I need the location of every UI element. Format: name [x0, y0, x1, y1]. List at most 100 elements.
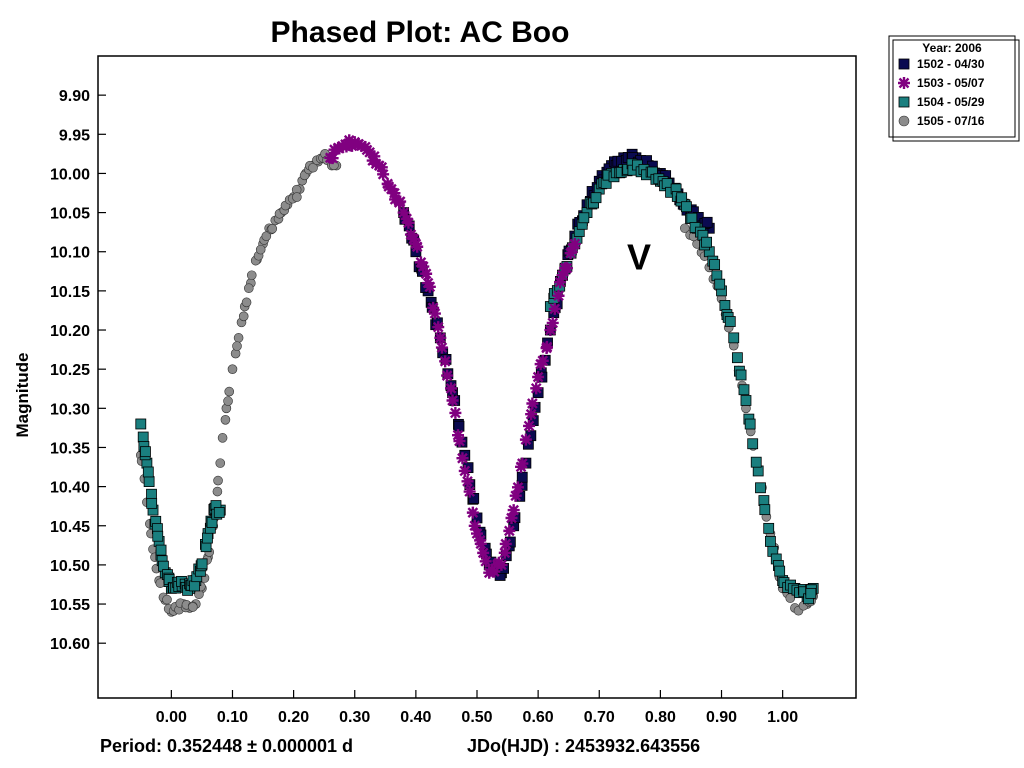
data-point: [359, 140, 372, 153]
data-point: [244, 283, 254, 294]
data-point: [368, 150, 381, 163]
legend-marker: [898, 58, 910, 70]
y-tick-label: 10.15: [50, 284, 90, 301]
data-point: [224, 386, 235, 397]
legend-box: [888, 35, 1016, 138]
data-point: [400, 212, 413, 225]
data-point: [458, 464, 471, 477]
data-point: [709, 259, 721, 270]
data-point: [744, 418, 756, 430]
data-point: [137, 431, 149, 443]
data-point: [681, 201, 692, 213]
band-annotation: V: [627, 237, 651, 278]
data-point: [423, 280, 436, 293]
y-tick-label: 9.90: [59, 88, 90, 105]
series-3: [135, 158, 819, 605]
chart-title: Phased Plot: AC Boo: [271, 16, 570, 49]
legend-shadow: [892, 39, 1020, 142]
data-point: [536, 354, 549, 367]
data-point: [402, 216, 415, 229]
y-tick-label: 10.60: [50, 636, 90, 653]
data-point: [540, 340, 553, 353]
data-point: [246, 270, 257, 281]
data-point: [568, 237, 581, 250]
y-tick-label: 10.00: [50, 166, 90, 183]
data-point: [566, 242, 579, 255]
data-point: [212, 486, 223, 497]
data-point: [505, 512, 518, 525]
data-point: [382, 180, 395, 193]
data-point: [492, 556, 505, 569]
data-point: [466, 506, 479, 519]
data-point: [750, 456, 762, 468]
x-tick-label: 0.20: [278, 709, 309, 726]
data-point: [590, 192, 602, 204]
data-point: [428, 307, 441, 320]
data-point: [763, 522, 775, 534]
legend-marker: [898, 96, 910, 108]
legend-marker: [898, 115, 910, 127]
data-point: [343, 134, 356, 147]
data-point: [449, 406, 462, 419]
y-tick-label: 10.40: [50, 480, 90, 497]
data-point: [719, 300, 731, 311]
data-point: [142, 466, 154, 478]
data-point: [552, 289, 565, 302]
data-point: [532, 371, 545, 383]
data-point: [498, 546, 511, 559]
data-point: [152, 530, 164, 542]
data-point: [267, 223, 278, 234]
data-point: [488, 565, 501, 578]
data-point: [146, 488, 157, 500]
data-point: [328, 143, 341, 156]
legend-title: Year: 2006: [922, 41, 982, 55]
data-point: [759, 504, 771, 516]
legend-label: 1505 - 07/16: [917, 114, 985, 128]
data-point: [731, 352, 743, 364]
x-tick-label: 0.50: [461, 709, 492, 726]
y-tick-label: 10.55: [50, 597, 90, 614]
data-point: [377, 168, 390, 181]
data-point: [525, 408, 538, 421]
data-point: [215, 458, 226, 468]
data-point: [414, 256, 427, 269]
data-point: [346, 139, 359, 152]
data-point: [187, 602, 198, 612]
data-point: [714, 278, 726, 290]
data-point: [471, 527, 483, 540]
data-point: [232, 341, 242, 351]
x-tick-label: 0.60: [523, 709, 554, 726]
data-point: [758, 495, 770, 506]
data-point: [417, 260, 430, 273]
x-tick-label: 0.30: [339, 709, 370, 726]
data-point: [435, 341, 448, 354]
data-point: [468, 493, 480, 504]
data-point: [701, 236, 713, 248]
data-point: [765, 536, 776, 547]
data-point: [499, 537, 512, 550]
data-point: [146, 497, 158, 509]
y-axis-ticks: 9.90 9.95 10.00 10.05 10.10 10.15 10.20 10.25 10…: [50, 88, 106, 653]
y-tick-label: 10.10: [50, 245, 90, 262]
data-point: [213, 507, 225, 518]
series-2: [324, 134, 581, 579]
data-point: [477, 546, 490, 559]
data-point: [738, 384, 750, 396]
data-point: [728, 332, 740, 344]
period-label: Period: 0.352448 ± 0.000001 d: [100, 736, 353, 756]
data-point: [292, 192, 302, 202]
data-point: [523, 419, 536, 432]
data-point: [217, 433, 228, 443]
data-point: [411, 240, 424, 253]
data-point: [686, 212, 698, 224]
data-point: [544, 324, 557, 337]
data-point: [774, 565, 786, 577]
data-point: [805, 587, 817, 599]
x-tick-label: 0.70: [584, 709, 615, 726]
data-point: [755, 482, 766, 494]
legend-entry: 1503 - 05/07: [898, 76, 985, 90]
y-tick-label: 10.35: [50, 440, 90, 457]
data-point: [227, 364, 238, 374]
data-point: [407, 232, 420, 245]
data-point: [463, 485, 476, 498]
